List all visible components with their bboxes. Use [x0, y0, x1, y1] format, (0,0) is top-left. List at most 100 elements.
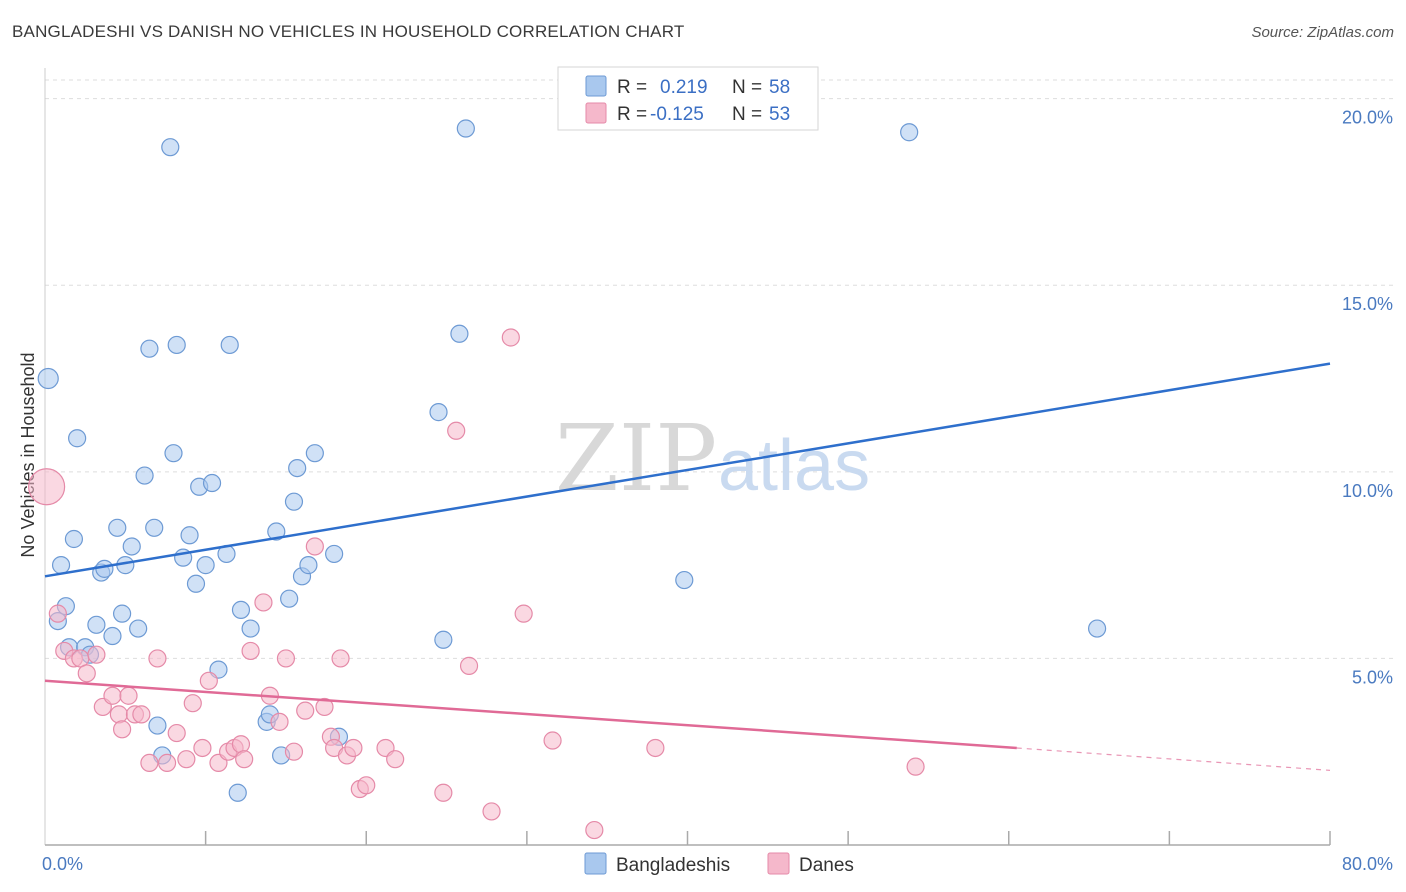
point-bangladeshis-31 — [202, 473, 222, 493]
legend-n-label-2: N = — [732, 104, 762, 125]
axes — [44, 68, 1331, 846]
point-bangladeshis-51 — [434, 630, 453, 649]
legend-swatch-bangladeshis — [585, 75, 607, 97]
point-danes-6 — [87, 645, 106, 664]
trend-lines — [44, 362, 1331, 771]
watermark-atlas: atlas — [718, 426, 870, 506]
point-bangladeshis-25 — [167, 335, 186, 355]
point-bangladeshis-18 — [135, 466, 154, 485]
point-danes-54 — [906, 757, 925, 776]
point-bangladeshis-55 — [900, 123, 919, 142]
point-danes-44 — [386, 750, 405, 769]
y-tick-labels: 5.0% 10.0% 15.0% 20.0% — [1342, 108, 1393, 688]
legend-r-value-2: -0.125 — [650, 104, 704, 125]
point-bangladeshis-30 — [196, 556, 215, 575]
point-danes-32 — [284, 742, 304, 761]
x-tick-labels: 0.0% 80.0% — [42, 854, 1393, 874]
bottom-legend-label-danes: Danes — [799, 855, 854, 876]
point-bangladeshis-44 — [288, 458, 307, 478]
point-danes-0 — [28, 468, 66, 506]
point-bangladeshis-17 — [129, 619, 148, 638]
point-bangladeshis-21 — [148, 716, 167, 735]
legend-n-value-2: 53 — [769, 104, 790, 125]
point-bangladeshis-11 — [95, 559, 114, 578]
point-danes-34 — [305, 537, 324, 556]
point-danes-21 — [199, 671, 218, 690]
watermark-zip: ZIP — [555, 405, 717, 512]
trend-line-extension-danes — [1016, 747, 1331, 771]
point-danes-15 — [148, 649, 167, 668]
y-tick-label-3: 20.0% — [1342, 108, 1393, 128]
point-danes-18 — [177, 750, 196, 769]
point-bangladeshis-54 — [675, 570, 694, 590]
point-bangladeshis-6 — [68, 429, 87, 448]
point-danes-8 — [103, 686, 122, 705]
legend-n-label-1: N = — [732, 77, 762, 98]
point-bangladeshis-19 — [140, 339, 159, 358]
point-bangladeshis-48 — [325, 544, 344, 564]
point-bangladeshis-27 — [180, 526, 199, 545]
point-bangladeshis-52 — [450, 324, 469, 343]
legend-r-label-1: R = — [617, 77, 647, 98]
point-danes-17 — [167, 723, 186, 743]
point-bangladeshis-43 — [284, 492, 304, 511]
point-danes-46 — [447, 421, 466, 440]
point-danes-52 — [585, 820, 604, 840]
point-danes-9 — [109, 705, 128, 724]
trend-line-danes — [44, 679, 1017, 750]
point-bangladeshis-35 — [228, 783, 247, 802]
bottom-legend-swatch-bangladeshis — [584, 852, 607, 875]
point-bangladeshis-13 — [108, 518, 127, 537]
point-bangladeshis-47 — [305, 444, 324, 463]
x-tick-label-max: 80.0% — [1342, 854, 1393, 874]
point-danes-31 — [276, 649, 296, 668]
point-bangladeshis-34 — [220, 335, 239, 355]
legend-top: R = 0.219 N = 58 R = -0.125 N = 53 — [557, 66, 819, 131]
trend-line-bangladeshis — [44, 362, 1331, 578]
chart-source: Source: ZipAtlas.com — [1251, 24, 1394, 41]
point-danes-38 — [331, 649, 350, 668]
point-danes-25 — [231, 735, 251, 754]
point-danes-19 — [183, 694, 202, 713]
legend-n-value-1: 58 — [769, 77, 790, 98]
point-danes-1 — [48, 604, 67, 623]
bottom-legend-label-bangladeshis: Bangladeshis — [616, 855, 730, 876]
point-bangladeshis-14 — [112, 604, 132, 623]
point-bangladeshis-2 — [51, 556, 71, 575]
point-danes-26 — [235, 750, 254, 769]
point-danes-14 — [140, 753, 159, 773]
point-danes-33 — [296, 701, 315, 720]
legend-swatch-danes — [585, 102, 607, 124]
grid-lines — [45, 79, 1393, 659]
point-danes-13 — [132, 705, 151, 724]
point-danes-30 — [270, 712, 289, 731]
point-bangladeshis-20 — [145, 518, 164, 537]
point-danes-40 — [344, 738, 363, 758]
point-danes-16 — [157, 753, 177, 773]
point-danes-10 — [112, 720, 132, 739]
point-danes-50 — [514, 604, 533, 623]
point-bangladeshis-56 — [1087, 619, 1107, 638]
bottom-legend-swatch-danes — [767, 852, 790, 875]
chart-title: BANGLADESHI VS DANISH NO VEHICLES IN HOU… — [12, 22, 685, 41]
legend-bottom: Bangladeshis Danes — [584, 852, 854, 876]
point-bangladeshis-40 — [267, 522, 286, 541]
point-bangladeshis-5 — [64, 529, 84, 549]
legend-r-label-2: R = — [617, 104, 647, 125]
point-bangladeshis-23 — [161, 138, 180, 157]
point-bangladeshis-36 — [231, 600, 251, 620]
point-danes-5 — [77, 664, 96, 683]
watermark: ZIP atlas — [555, 405, 870, 512]
y-tick-label-2: 15.0% — [1342, 294, 1393, 314]
point-danes-28 — [254, 593, 273, 612]
x-tick-label-min: 0.0% — [42, 854, 83, 874]
point-danes-48 — [482, 802, 501, 821]
point-danes-35 — [315, 697, 334, 717]
point-bangladeshis-50 — [429, 403, 448, 422]
point-bangladeshis-53 — [456, 119, 475, 138]
point-danes-11 — [119, 686, 138, 705]
point-danes-45 — [434, 783, 453, 802]
y-tick-label-1: 10.0% — [1342, 481, 1393, 501]
point-danes-49 — [501, 328, 520, 347]
